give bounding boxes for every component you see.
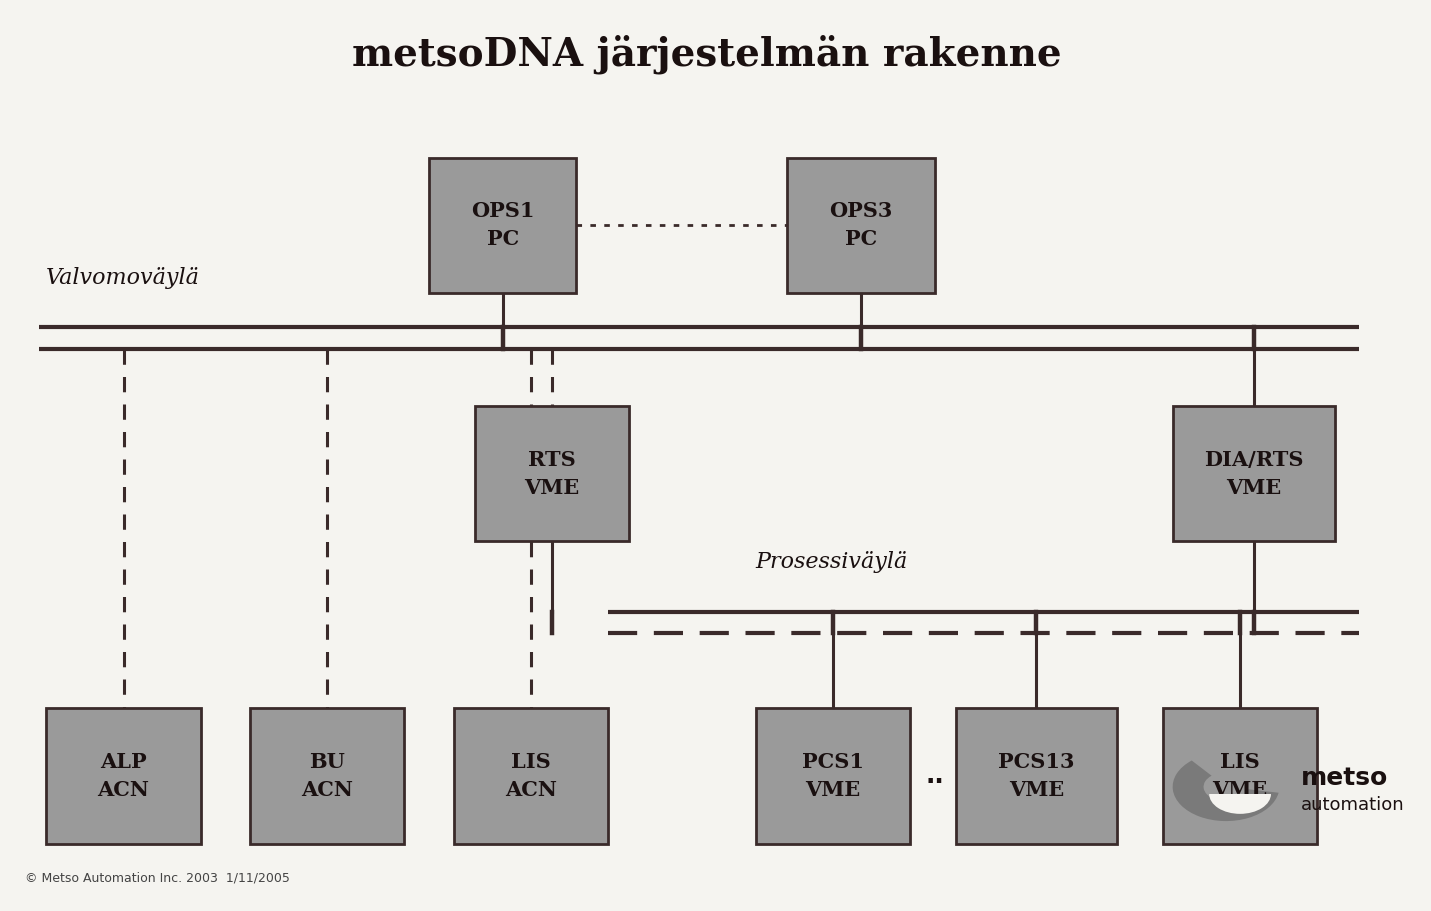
FancyBboxPatch shape	[475, 406, 630, 541]
Text: © Metso Automation Inc. 2003  1/11/2005: © Metso Automation Inc. 2003 1/11/2005	[26, 871, 290, 885]
Text: ALP
ACN: ALP ACN	[97, 752, 150, 800]
Text: PCS13
VME: PCS13 VME	[999, 752, 1075, 800]
Text: DIA/RTS
VME: DIA/RTS VME	[1205, 449, 1304, 497]
Text: PCS1
VME: PCS1 VME	[801, 752, 864, 800]
FancyBboxPatch shape	[956, 708, 1118, 844]
FancyBboxPatch shape	[787, 158, 934, 293]
Wedge shape	[1209, 794, 1271, 814]
FancyBboxPatch shape	[756, 708, 910, 844]
FancyBboxPatch shape	[429, 158, 577, 293]
Text: Prosessiväylä: Prosessiväylä	[756, 551, 907, 573]
Wedge shape	[1172, 761, 1278, 821]
Text: ..: ..	[926, 764, 944, 788]
Text: OPS3
PC: OPS3 PC	[829, 201, 893, 250]
FancyBboxPatch shape	[454, 708, 608, 844]
FancyBboxPatch shape	[250, 708, 405, 844]
FancyBboxPatch shape	[46, 708, 200, 844]
Text: automation: automation	[1301, 796, 1404, 814]
Text: LIS
VME: LIS VME	[1212, 752, 1268, 800]
Text: Valvomoväylä: Valvomoväylä	[46, 267, 200, 289]
Text: metso: metso	[1301, 766, 1388, 790]
FancyBboxPatch shape	[1163, 708, 1318, 844]
Text: metsoDNA järjestelmän rakenne: metsoDNA järjestelmän rakenne	[352, 34, 1062, 74]
Text: RTS
VME: RTS VME	[524, 449, 580, 497]
Text: LIS
ACN: LIS ACN	[505, 752, 557, 800]
FancyBboxPatch shape	[1173, 406, 1335, 541]
Text: BU
ACN: BU ACN	[301, 752, 353, 800]
Text: OPS1
PC: OPS1 PC	[471, 201, 535, 250]
